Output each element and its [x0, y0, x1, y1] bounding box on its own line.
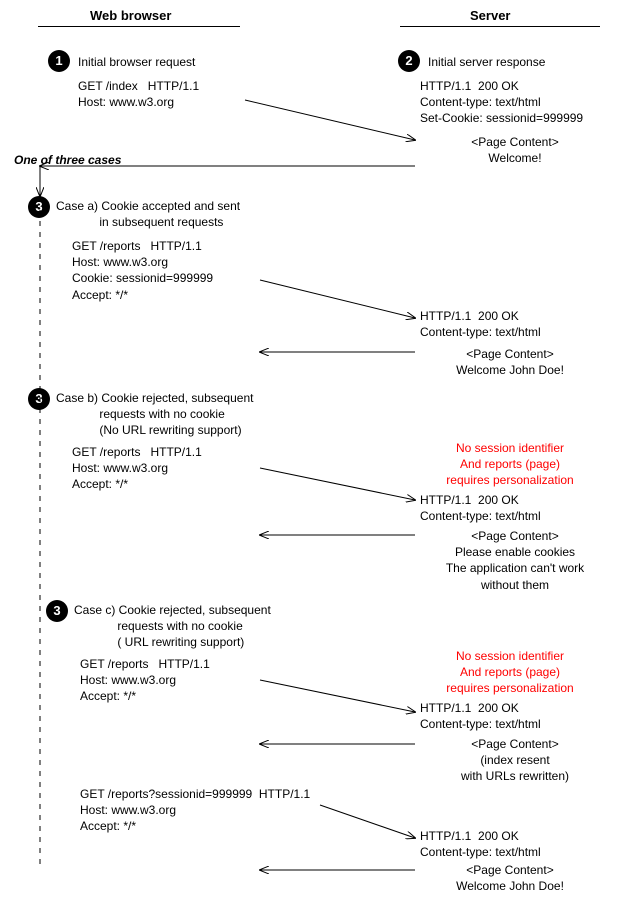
arrow-layer [0, 0, 640, 900]
